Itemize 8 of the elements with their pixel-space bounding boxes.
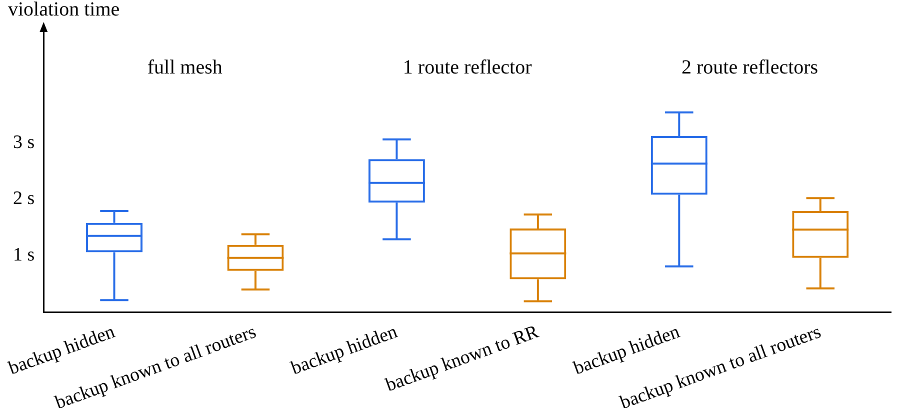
annotation: full mesh (147, 56, 222, 78)
y-tick-label: 1 s (12, 244, 35, 266)
annotation: 2 route reflectors (681, 56, 818, 78)
annotation: 1 route reflector (402, 56, 532, 78)
x-tick-label: backup hidden (288, 321, 401, 380)
y-tick-label: 2 s (12, 188, 35, 210)
y-axis-title: violation time (8, 0, 120, 20)
y-tick-label: 3 s (12, 132, 35, 153)
